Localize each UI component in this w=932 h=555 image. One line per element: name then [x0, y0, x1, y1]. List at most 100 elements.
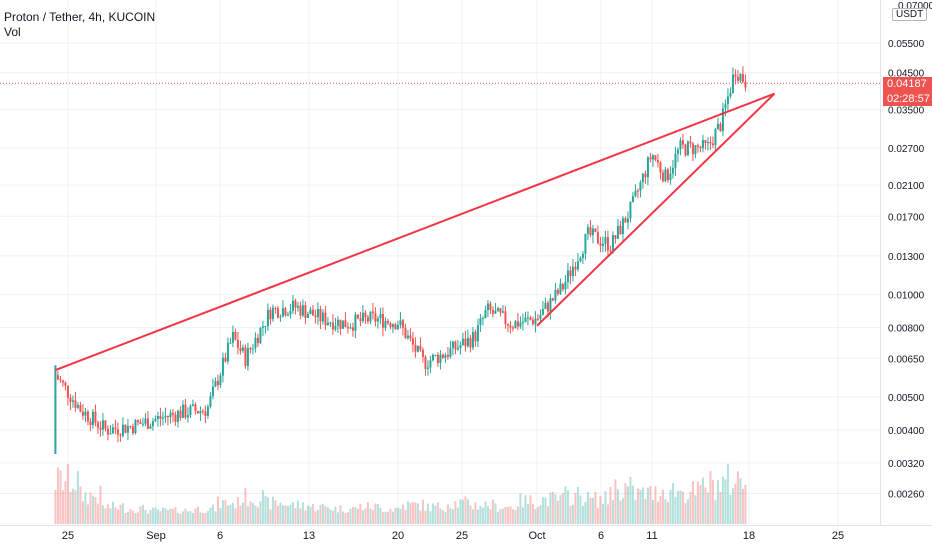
candle [146, 418, 149, 429]
volume-bar [611, 500, 614, 524]
volume-bar [306, 505, 309, 524]
volume-bar [166, 510, 169, 524]
candle [214, 380, 217, 387]
volume-bar [584, 501, 587, 524]
price-axis-label: 0.00400 [888, 426, 925, 437]
volume-bar [351, 506, 354, 524]
candle [354, 314, 357, 331]
volume-bar [224, 500, 227, 524]
candle [546, 302, 549, 312]
current-price-badge: 0.04187 [883, 77, 932, 92]
volume-bar [264, 496, 267, 524]
volume-bar [124, 512, 127, 524]
volume-bar [156, 509, 159, 524]
candle [241, 347, 244, 351]
volume-bar [636, 488, 639, 524]
volume-bar [539, 505, 542, 524]
candle [236, 339, 239, 348]
volume-bar [191, 512, 194, 524]
volume-bar [604, 491, 607, 524]
candle [271, 307, 274, 320]
candle [391, 324, 394, 328]
candle [161, 417, 164, 419]
volume-bar [239, 505, 242, 524]
candle [591, 228, 594, 236]
volume-bar [681, 491, 684, 524]
volume-bar [76, 471, 79, 524]
candle [144, 418, 147, 424]
candle [464, 338, 467, 347]
volume-bar [319, 504, 322, 524]
candle [301, 305, 304, 316]
candle [694, 145, 697, 155]
volume-bar [564, 486, 567, 524]
candle [69, 397, 72, 402]
volume-bar [484, 501, 487, 524]
volume-bar [629, 477, 632, 524]
volume-bar [679, 490, 682, 524]
volume-bar [386, 511, 389, 524]
candle [174, 414, 177, 422]
candle [196, 411, 199, 414]
candle [471, 331, 474, 348]
candle [231, 331, 234, 343]
candle [114, 427, 117, 430]
candle [384, 320, 387, 328]
volume-bar [621, 498, 624, 524]
price-axis-label-partial: 0.07000 [898, 1, 932, 12]
candle [189, 405, 192, 416]
volume-bar [479, 506, 482, 524]
candle [399, 320, 402, 326]
candle [79, 404, 82, 412]
candle [166, 416, 169, 418]
volume-bar [154, 507, 157, 524]
volume-bar [726, 463, 729, 524]
volume-bar [379, 507, 382, 524]
volume-bar [161, 507, 164, 524]
candle [521, 322, 524, 324]
candle [191, 404, 194, 406]
volume-bar [71, 488, 74, 524]
volume-bar [651, 499, 654, 524]
volume-bar [91, 495, 94, 524]
candle [206, 406, 209, 416]
candle [586, 227, 589, 234]
candle [281, 308, 284, 317]
price-axis-label: 0.01000 [888, 291, 925, 302]
volume-bar [169, 508, 172, 524]
candle [264, 326, 267, 328]
time-axis-label: 25 [832, 530, 844, 542]
candle [331, 322, 334, 330]
currency-unit-badge[interactable]: USDT [892, 8, 928, 21]
volume-bar [674, 496, 677, 524]
trendline[interactable] [536, 92, 776, 327]
volume-bar [644, 499, 647, 524]
trendline[interactable] [55, 92, 775, 372]
candle [429, 360, 432, 368]
volume-bar [61, 490, 64, 524]
volume-bar [549, 492, 552, 524]
candle [329, 322, 332, 324]
candle [279, 316, 282, 318]
volume-bar [366, 502, 369, 524]
candle [84, 411, 87, 416]
volume-bar [421, 499, 424, 524]
candle [396, 325, 399, 330]
candle [219, 375, 222, 386]
candle [184, 404, 187, 418]
volume-bar [509, 506, 512, 524]
volume-bar [459, 499, 462, 524]
candle [376, 318, 379, 322]
candle [371, 311, 374, 314]
candle [661, 172, 664, 182]
volume-bar [354, 507, 357, 524]
volume-bar [289, 504, 292, 524]
volume-bar [736, 471, 739, 524]
candle [151, 421, 154, 427]
candle [736, 77, 739, 81]
volume-bar [684, 503, 687, 524]
candle [666, 169, 669, 181]
volume-bar [279, 502, 282, 524]
